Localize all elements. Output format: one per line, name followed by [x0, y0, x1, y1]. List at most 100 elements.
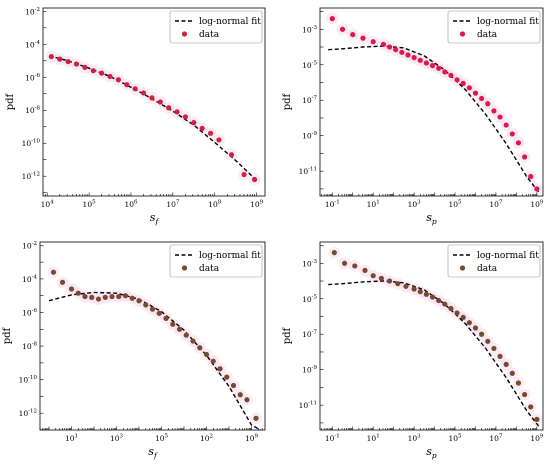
data-point [423, 291, 429, 297]
data-point [360, 35, 366, 41]
x-tick-label: 109 [250, 200, 264, 210]
data-point [331, 250, 337, 256]
chart-bottom-left: 101 103 105 102 109 10-2 10-4 10-6 10-8 10-10 10-1… [2, 241, 266, 460]
data-point [228, 152, 235, 158]
data-point [176, 326, 183, 332]
data-point [497, 353, 503, 359]
data-point [230, 382, 237, 389]
data-point [339, 26, 346, 32]
data-point [479, 95, 485, 102]
data-point [217, 366, 223, 372]
data-point [350, 32, 356, 38]
legend-data-label: data [199, 30, 220, 40]
data-point [182, 114, 189, 120]
y-tick-label: 10-9 [302, 365, 317, 375]
legend-fit-label: log-normal fit [477, 251, 539, 261]
data-point [216, 137, 222, 143]
data-point [95, 296, 102, 302]
data-point [370, 39, 376, 45]
chart-bottom-right: 10-1 101 103 105 107 109 10-3 10-5 10-7 10-9 10-11… [282, 241, 544, 460]
data-point [534, 416, 540, 422]
data-point [129, 295, 135, 301]
data-point [429, 294, 436, 300]
data-point [89, 294, 95, 300]
legend-data-swatch [181, 31, 188, 37]
data-point [395, 281, 401, 287]
axes-frame [42, 7, 266, 197]
y-axis-label: pdf [282, 92, 293, 110]
y-axis-label: pdf [2, 326, 13, 344]
data-point [57, 56, 63, 62]
y-tick-label: 10-10 [19, 375, 38, 385]
y-tick-label: 10-8 [25, 106, 40, 116]
y-tick-label: 10-4 [25, 40, 40, 50]
legend: log-normal fit data [447, 244, 541, 278]
y-tick-label: 10-2 [22, 241, 37, 251]
data-point [237, 392, 243, 398]
chart-top-left: 104 105 106 107 108 10910-210-410-610-810-101… [5, 7, 266, 226]
x-axis-label: sp [426, 445, 437, 460]
data-point [515, 140, 522, 146]
data-point [448, 72, 454, 78]
data-point [380, 41, 387, 47]
y-tick-label: 10-4 [22, 274, 37, 284]
y-tick-label: 10-2 [25, 7, 40, 16]
y-tick-label: 10-5 [302, 60, 317, 70]
x-tick-label: 104 [41, 200, 55, 210]
x-tick-label: 109 [245, 434, 259, 444]
data-point [210, 358, 216, 364]
data-point [203, 351, 210, 358]
data-point [479, 331, 485, 337]
x-tick-label: 102 [200, 434, 213, 444]
data-series [48, 54, 258, 183]
data-point [122, 293, 129, 299]
x-tick-label: 101 [367, 434, 380, 444]
legend-data-label: data [477, 264, 498, 274]
data-point [73, 61, 80, 67]
y-tick-label: 10-7 [302, 330, 317, 340]
legend-box [169, 10, 263, 44]
data-point [417, 289, 423, 295]
x-tick-label: 105 [449, 434, 463, 444]
data-point [423, 60, 429, 66]
data-point [174, 109, 180, 115]
y-axis: 10-3 10-5 10-7 10-9 10-11 [299, 11, 324, 190]
data-point [534, 186, 540, 192]
data-point [436, 65, 442, 71]
data-point [454, 310, 460, 316]
data-point [197, 345, 203, 351]
y-tick-label: 10-8 [22, 342, 37, 352]
data-point [509, 131, 515, 137]
x-axis: 104 105 106 107 108 109 [41, 192, 264, 210]
data-point [99, 70, 105, 76]
data-point [50, 269, 57, 275]
legend-fit-label: log-normal fit [199, 17, 261, 27]
data-point [253, 415, 259, 421]
data-point [107, 73, 113, 80]
chart-top-right: 10-1 101 103 105 107 109 10-3 10-5 10-7 10-9 10-11… [282, 7, 544, 226]
data-point [491, 345, 497, 352]
y-tick-label: 10-3 [302, 25, 317, 35]
data-point [485, 338, 491, 344]
data-point [485, 101, 491, 107]
data-point [329, 16, 335, 22]
data-point [136, 298, 142, 304]
x-tick-label: 10-1 [325, 434, 340, 444]
x-tick-label: 105 [155, 434, 169, 444]
legend-data-swatch [459, 265, 466, 271]
data-point [503, 361, 509, 367]
y-tick-label: 10-5 [302, 294, 317, 304]
data-point [207, 130, 214, 136]
data-point [521, 154, 528, 160]
legend: log-normal fit data [447, 10, 541, 44]
data-point [442, 69, 448, 75]
x-axis-label: sp [426, 211, 437, 226]
data-series [50, 269, 259, 421]
data-point [102, 294, 108, 300]
data-point [503, 122, 509, 128]
data-point [472, 325, 479, 331]
legend-box [447, 244, 541, 278]
legend-box [169, 244, 263, 278]
log-normal-fit-line [49, 55, 258, 181]
x-tick-label: 105 [449, 200, 463, 210]
